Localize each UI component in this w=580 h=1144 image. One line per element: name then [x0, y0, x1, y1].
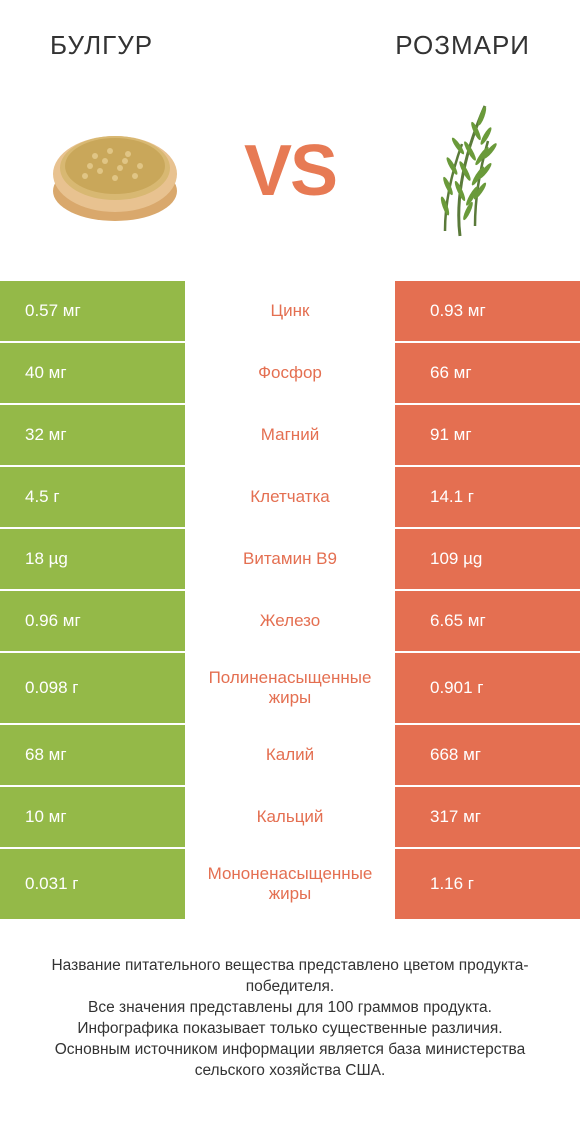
left-value-cell: 0.96 мг — [0, 591, 185, 651]
table-row: 0.57 мгЦинк0.93 мг — [0, 281, 580, 343]
nutrient-name-cell: Полиненасыщенные жиры — [185, 653, 395, 723]
right-value-cell: 14.1 г — [395, 467, 580, 527]
left-food-icon — [40, 96, 190, 246]
table-row: 40 мгФосфор66 мг — [0, 343, 580, 405]
table-row: 0.098 гПолиненасыщенные жиры0.901 г — [0, 653, 580, 725]
nutrient-name-cell: Фосфор — [185, 343, 395, 403]
nutrient-name-cell: Витамин B9 — [185, 529, 395, 589]
left-food-title: БУЛГУР — [50, 30, 153, 61]
right-value-cell: 6.65 мг — [395, 591, 580, 651]
footer-line: Инфографика показывает только существенн… — [20, 1019, 560, 1040]
right-value-cell: 0.93 мг — [395, 281, 580, 341]
left-value-cell: 18 µg — [0, 529, 185, 589]
right-value-cell: 109 µg — [395, 529, 580, 589]
table-row: 68 мгКалий668 мг — [0, 725, 580, 787]
table-row: 10 мгКальций317 мг — [0, 787, 580, 849]
footer-line: Все значения представлены для 100 граммо… — [20, 998, 560, 1019]
table-row: 4.5 гКлетчатка14.1 г — [0, 467, 580, 529]
vs-row: VS — [0, 71, 580, 281]
left-value-cell: 68 мг — [0, 725, 185, 785]
left-value-cell: 4.5 г — [0, 467, 185, 527]
table-row: 18 µgВитамин B9109 µg — [0, 529, 580, 591]
table-row: 32 мгМагний91 мг — [0, 405, 580, 467]
nutrient-name-cell: Железо — [185, 591, 395, 651]
header: БУЛГУР РОЗМАРИ — [0, 0, 580, 71]
left-value-cell: 0.57 мг — [0, 281, 185, 341]
vs-label: VS — [244, 130, 336, 212]
nutrient-name-cell: Магний — [185, 405, 395, 465]
right-value-cell: 317 мг — [395, 787, 580, 847]
left-value-cell: 0.031 г — [0, 849, 185, 919]
right-value-cell: 91 мг — [395, 405, 580, 465]
nutrient-name-cell: Мононенасыщенные жиры — [185, 849, 395, 919]
table-row: 0.96 мгЖелезо6.65 мг — [0, 591, 580, 653]
nutrient-name-cell: Калий — [185, 725, 395, 785]
left-value-cell: 0.098 г — [0, 653, 185, 723]
right-value-cell: 0.901 г — [395, 653, 580, 723]
comparison-table: 0.57 мгЦинк0.93 мг40 мгФосфор66 мг32 мгМ… — [0, 281, 580, 921]
footer-line: Основным источником информации является … — [20, 1040, 560, 1082]
right-value-cell: 1.16 г — [395, 849, 580, 919]
nutrient-name-cell: Цинк — [185, 281, 395, 341]
right-value-cell: 668 мг — [395, 725, 580, 785]
right-food-title: РОЗМАРИ — [395, 30, 530, 61]
left-value-cell: 32 мг — [0, 405, 185, 465]
footer-text: Название питательного вещества представл… — [0, 921, 580, 1082]
left-value-cell: 40 мг — [0, 343, 185, 403]
left-value-cell: 10 мг — [0, 787, 185, 847]
nutrient-name-cell: Кальций — [185, 787, 395, 847]
right-food-icon — [390, 96, 540, 246]
table-row: 0.031 гМононенасыщенные жиры1.16 г — [0, 849, 580, 921]
footer-line: Название питательного вещества представл… — [20, 956, 560, 998]
nutrient-name-cell: Клетчатка — [185, 467, 395, 527]
right-value-cell: 66 мг — [395, 343, 580, 403]
